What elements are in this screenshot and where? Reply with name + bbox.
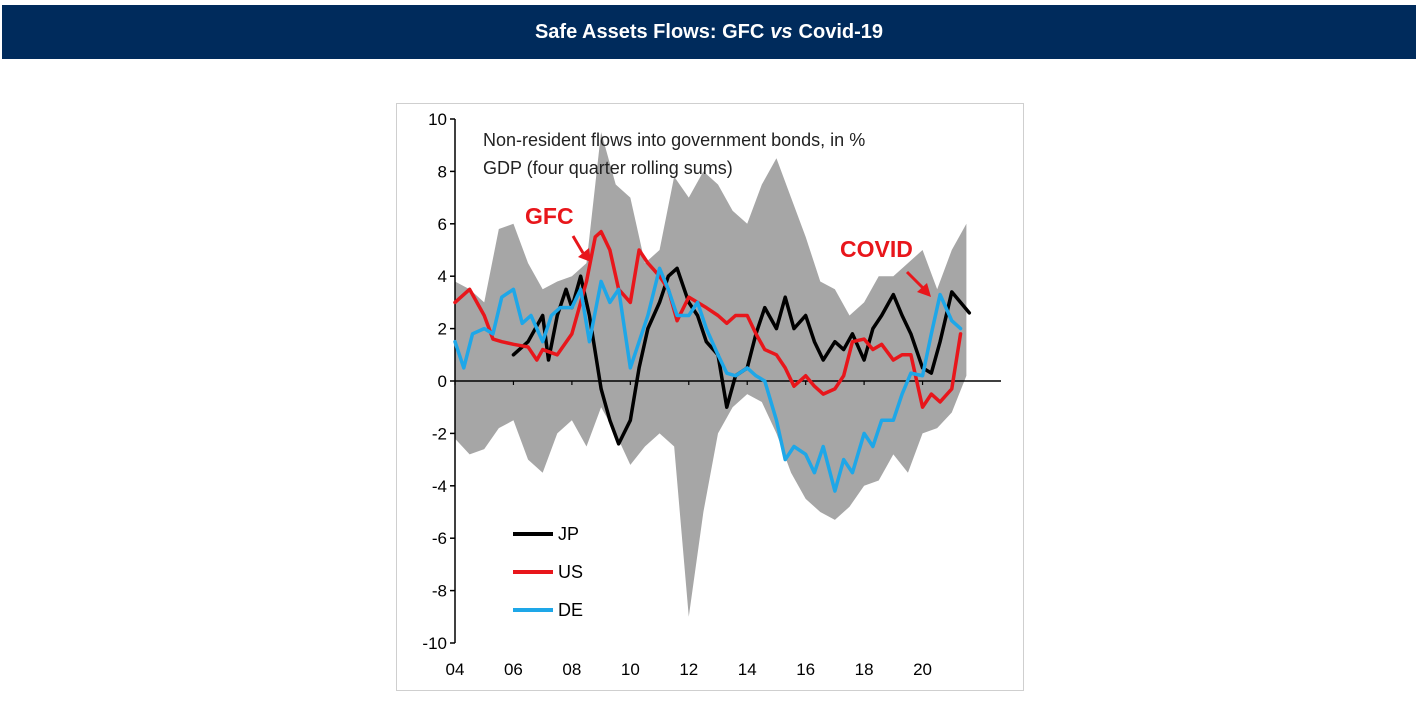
x-tick-label: 04 [446,660,465,679]
y-tick-label: 6 [438,215,447,234]
y-tick-label: 0 [438,372,447,391]
y-tick-label: -10 [422,634,447,653]
y-tick-label: -8 [432,582,447,601]
y-tick-label: -6 [432,529,447,548]
covid-arrow-shaft [905,270,925,290]
title-banner: Safe Assets Flows: GFC vs Covid-19 [2,5,1416,59]
title-text-covid: Covid-19 [798,20,884,43]
y-tick-label: -4 [432,477,447,496]
x-tick-label: 10 [621,660,640,679]
y-tick-label: 10 [428,110,447,129]
covid-arrow-head [917,283,931,297]
x-tick-label: 12 [679,660,698,679]
x-tick-label: 20 [913,660,932,679]
y-tick-label: 4 [438,267,447,286]
x-tick-label: 18 [855,660,874,679]
gfc-arrow-head [578,248,591,262]
series-line-de [453,266,963,493]
y-tick-label: 8 [438,162,447,181]
x-tick-label: 06 [504,660,523,679]
x-tick-label: 16 [796,660,815,679]
legend-label-jp: JP [558,524,579,544]
legend-label-us: US [558,562,583,582]
range-band-area [455,132,967,617]
annotation-covid: COVID [840,236,913,262]
legend-label-de: DE [558,600,583,620]
y-tick-label: 2 [438,320,447,339]
chart-subtitle-line1: Non-resident flows into government bonds… [483,130,865,150]
series-line-us [453,229,963,409]
y-tick-label: -2 [432,424,447,443]
title-text-main: Safe Assets Flows: GFC [534,20,765,43]
chart-subtitle-line2: GDP (four quarter rolling sums) [483,158,733,178]
annotation-gfc: GFC [525,203,574,229]
chart-container: 10 8 6 4 2 0 -2 -4 -6 -8 -10 04 06 08 10 12 14 16 18 20 Non-… [396,103,1024,691]
x-tick-label: 14 [738,660,757,679]
gfc-arrow-shaft [571,235,585,254]
x-tick-label: 08 [562,660,581,679]
title-text-vs: vs [770,20,793,43]
